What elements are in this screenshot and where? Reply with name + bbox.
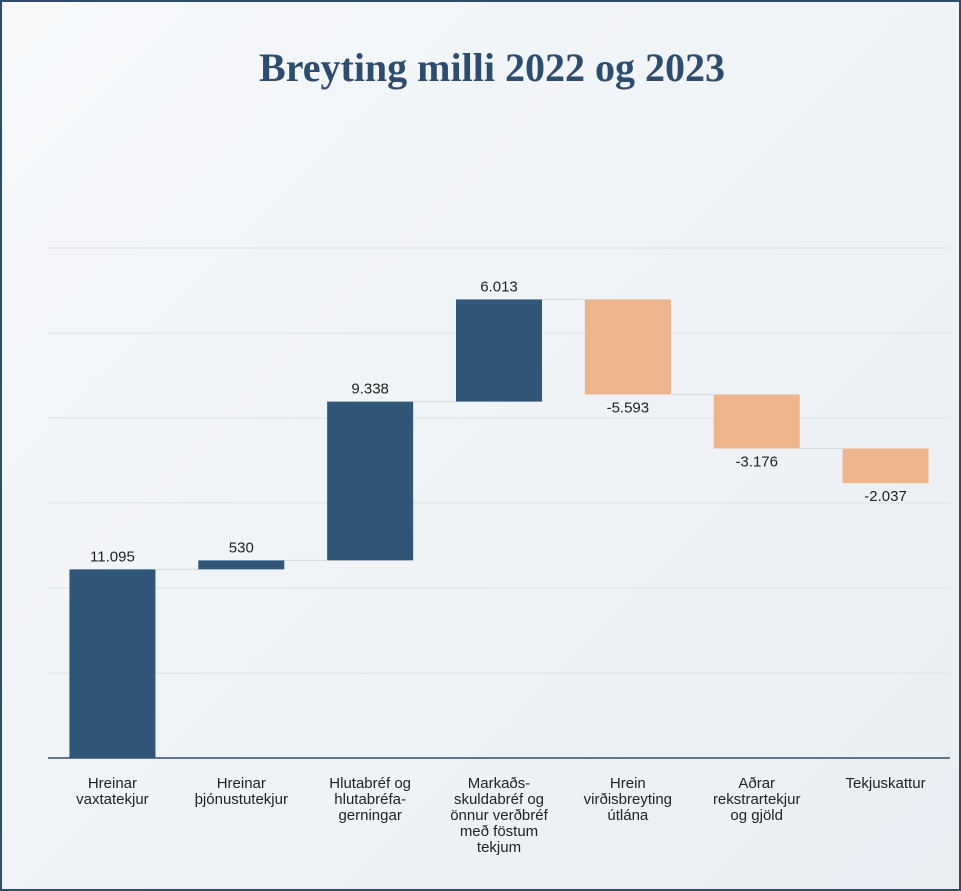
value-label: 6.013 xyxy=(480,278,518,295)
value-label: 11.095 xyxy=(90,548,135,565)
x-tick-label: Hlutabréf og hlutabréfa- gerningar xyxy=(329,775,411,824)
bar xyxy=(584,299,671,395)
bar xyxy=(842,448,929,484)
bar xyxy=(456,299,542,402)
bar xyxy=(198,560,285,570)
bar xyxy=(69,569,156,758)
x-tick-label: Aðrar rekstrartekjur og gjöld xyxy=(712,775,801,824)
value-label: 9.338 xyxy=(351,381,389,398)
chart-title: Breyting milli 2022 og 2023 xyxy=(259,45,725,90)
x-tick-label: Hrein virðisbreyting útlána xyxy=(583,775,673,824)
x-tick-label: Markaðs- skuldabréf og önnur verðbréf me… xyxy=(450,775,548,856)
x-tick-label: Hreinar vaxtatekjur xyxy=(76,775,149,808)
bar xyxy=(327,401,414,561)
value-label: -5.593 xyxy=(607,399,650,416)
value-label: -2.037 xyxy=(864,488,907,505)
x-tick-label: Tekjuskattur xyxy=(845,775,926,792)
value-label: -3.176 xyxy=(735,453,778,470)
x-tick-label: Hreinar þjónustutekjur xyxy=(194,775,288,808)
value-label: 530 xyxy=(229,539,254,556)
bar xyxy=(713,394,800,449)
